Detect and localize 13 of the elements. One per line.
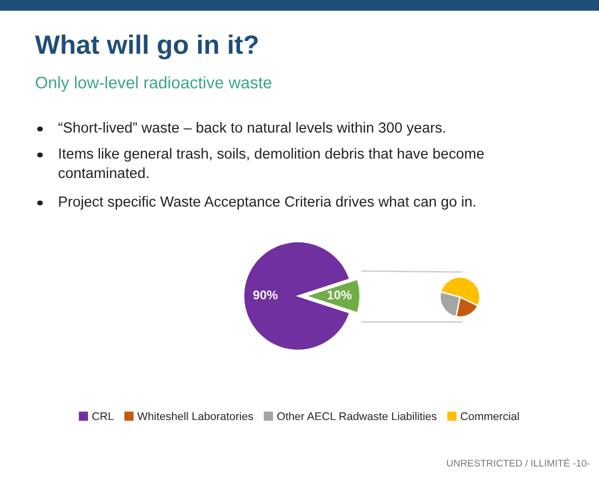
text: -10- — [573, 460, 590, 467]
text: Items like general trash, soils, demolition debris that have become contaminated. — [58, 148, 484, 178]
text: UNRESTRICTED / ILLIMITÉ — [447, 458, 570, 467]
legend-label: Commercial — [460, 412, 519, 420]
chart-subtitle: Only low-level radioactive waste — [36, 76, 272, 92]
text: Project specific Waste Acceptance Criteria drives what can go in. — [59, 196, 476, 210]
legend-label: CRL — [92, 412, 114, 420]
legend-label: Other AECL Radwaste Liabilities — [277, 412, 436, 420]
data-label: 90% — [253, 290, 278, 300]
chart-title: What will go in it? — [35, 34, 258, 60]
data-label: 10% — [328, 290, 352, 300]
legend-label: Whiteshell Laboratories — [137, 412, 254, 420]
text: “Short-lived” waste – back to natural levels within 300 years. — [58, 122, 445, 136]
